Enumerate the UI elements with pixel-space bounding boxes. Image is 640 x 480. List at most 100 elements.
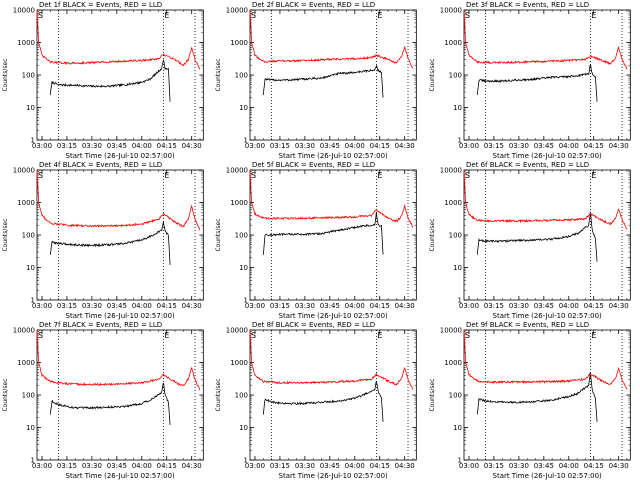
y-tick-label: 100 xyxy=(22,72,35,80)
x-tick-label: 04:30 xyxy=(182,302,202,310)
start-marker: S xyxy=(465,171,470,180)
x-tick-label: 03:30 xyxy=(508,302,528,310)
y-tick-label: 1000 xyxy=(444,199,462,207)
chart-title: Det 6f BLACK = Events, RED = LLD xyxy=(466,161,589,169)
x-tick-label: 04:15 xyxy=(583,142,603,150)
end-marker: E xyxy=(378,331,383,340)
x-tick-label: 04:00 xyxy=(558,302,578,310)
detector-chart-5f: Det 5f BLACK = Events, RED = LLD Counts/s… xyxy=(215,161,418,320)
y-tick-label: 10000 xyxy=(226,327,248,335)
lld-series-line xyxy=(36,170,201,231)
chart-title: Det 2f BLACK = Events, RED = LLD xyxy=(252,1,375,9)
y-tick-label: 10 xyxy=(26,424,35,432)
x-tick-label: 03:45 xyxy=(533,302,553,310)
x-tick-label: 04:15 xyxy=(370,302,390,310)
y-tick-label: 100 xyxy=(448,72,461,80)
x-tick-label: 04:00 xyxy=(345,142,365,150)
x-tick-label: 04:15 xyxy=(157,142,177,150)
x-tick-label: 04:30 xyxy=(608,462,628,470)
x-tick-label: 04:30 xyxy=(395,462,415,470)
x-tick-label: 03:15 xyxy=(270,142,290,150)
x-tick-label: 03:30 xyxy=(508,462,528,470)
detector-chart-4f: Det 4f BLACK = Events, RED = LLD Counts/s… xyxy=(2,161,204,320)
x-tick-label: 03:30 xyxy=(82,302,102,310)
x-tick-label: 03:45 xyxy=(533,142,553,150)
x-tick-label: 03:15 xyxy=(484,302,504,310)
detector-chart-3f: Det 3f BLACK = Events, RED = LLD Counts/s… xyxy=(429,1,631,160)
plot-frame xyxy=(463,169,631,301)
y-tick-label: 10000 xyxy=(439,327,461,335)
events-series-line xyxy=(263,211,384,255)
lld-series-line xyxy=(463,170,627,230)
x-tick-label: 03:00 xyxy=(459,302,479,310)
x-tick-label: 03:00 xyxy=(459,142,479,150)
x-tick-label: 03:00 xyxy=(245,142,265,150)
x-tick-label: 04:15 xyxy=(370,142,390,150)
y-tick-label: 1 xyxy=(244,136,248,144)
detector-chart-2f: Det 2f BLACK = Events, RED = LLD Counts/s… xyxy=(215,1,418,160)
y-tick-label: 1000 xyxy=(444,359,462,367)
y-tick-label: 1 xyxy=(457,296,461,304)
x-tick-label: 03:15 xyxy=(484,142,504,150)
events-series-line xyxy=(476,372,598,422)
start-marker: S xyxy=(251,331,256,340)
events-series-line xyxy=(49,59,171,102)
plot-frame xyxy=(463,329,631,461)
end-marker: E xyxy=(164,331,169,340)
lld-series-line xyxy=(36,10,201,70)
plot-frame xyxy=(36,9,204,141)
y-tick-label: 10 xyxy=(453,104,462,112)
x-tick-label: 03:30 xyxy=(295,462,315,470)
y-tick-label: 100 xyxy=(448,392,461,400)
x-tick-label: 03:30 xyxy=(82,462,102,470)
x-tick-label: 03:30 xyxy=(508,142,528,150)
x-tick-label: 03:00 xyxy=(32,142,52,150)
x-tick-label: 03:30 xyxy=(295,302,315,310)
x-tick-label: 03:45 xyxy=(533,462,553,470)
chart-title: Det 5f BLACK = Events, RED = LLD xyxy=(252,161,375,169)
x-tick-label: 03:15 xyxy=(57,302,77,310)
x-tick-label: 03:45 xyxy=(320,462,340,470)
lld-series-line xyxy=(249,170,414,228)
y-tick-label: 1 xyxy=(31,456,35,464)
y-tick-label: 1000 xyxy=(444,39,462,47)
x-tick-label: 03:15 xyxy=(484,462,504,470)
y-tick-label: 10 xyxy=(26,104,35,112)
x-tick-label: 03:45 xyxy=(320,302,340,310)
x-tick-label: 04:30 xyxy=(608,142,628,150)
events-series-line xyxy=(476,64,598,102)
plot-frame xyxy=(249,329,418,461)
end-marker: E xyxy=(591,331,596,340)
y-tick-label: 10 xyxy=(239,264,248,272)
y-tick-label: 10000 xyxy=(439,7,461,15)
x-tick-label: 03:15 xyxy=(270,462,290,470)
x-tick-label: 03:45 xyxy=(320,142,340,150)
start-marker: S xyxy=(465,331,470,340)
y-tick-label: 10000 xyxy=(13,167,35,175)
x-tick-label: 04:15 xyxy=(157,302,177,310)
x-axis-label: Start Time (26-Jul-10 02:57:00) xyxy=(492,472,602,480)
end-marker: E xyxy=(164,171,169,180)
x-tick-label: 04:15 xyxy=(370,462,390,470)
y-tick-label: 1000 xyxy=(17,199,35,207)
x-tick-label: 03:15 xyxy=(270,302,290,310)
x-tick-label: 03:30 xyxy=(295,142,315,150)
x-axis-label: Start Time (26-Jul-10 02:57:00) xyxy=(492,152,602,160)
x-tick-label: 04:30 xyxy=(182,142,202,150)
lld-series-line xyxy=(463,329,628,390)
events-series-line xyxy=(49,382,171,425)
x-tick-label: 04:00 xyxy=(132,302,152,310)
y-tick-label: 1 xyxy=(31,296,35,304)
x-axis-label: Start Time (26-Jul-10 02:57:00) xyxy=(279,152,389,160)
x-tick-label: 04:30 xyxy=(182,462,202,470)
lld-series-line xyxy=(249,329,414,390)
detector-chart-9f: Det 9f BLACK = Events, RED = LLD Counts/s… xyxy=(429,321,631,480)
y-tick-label: 1 xyxy=(244,296,248,304)
y-tick-label: 1000 xyxy=(17,359,35,367)
y-tick-label: 100 xyxy=(235,232,248,240)
x-tick-label: 03:15 xyxy=(57,462,77,470)
x-tick-label: 04:15 xyxy=(583,302,603,310)
y-tick-label: 10000 xyxy=(226,7,248,15)
y-tick-label: 1 xyxy=(457,136,461,144)
